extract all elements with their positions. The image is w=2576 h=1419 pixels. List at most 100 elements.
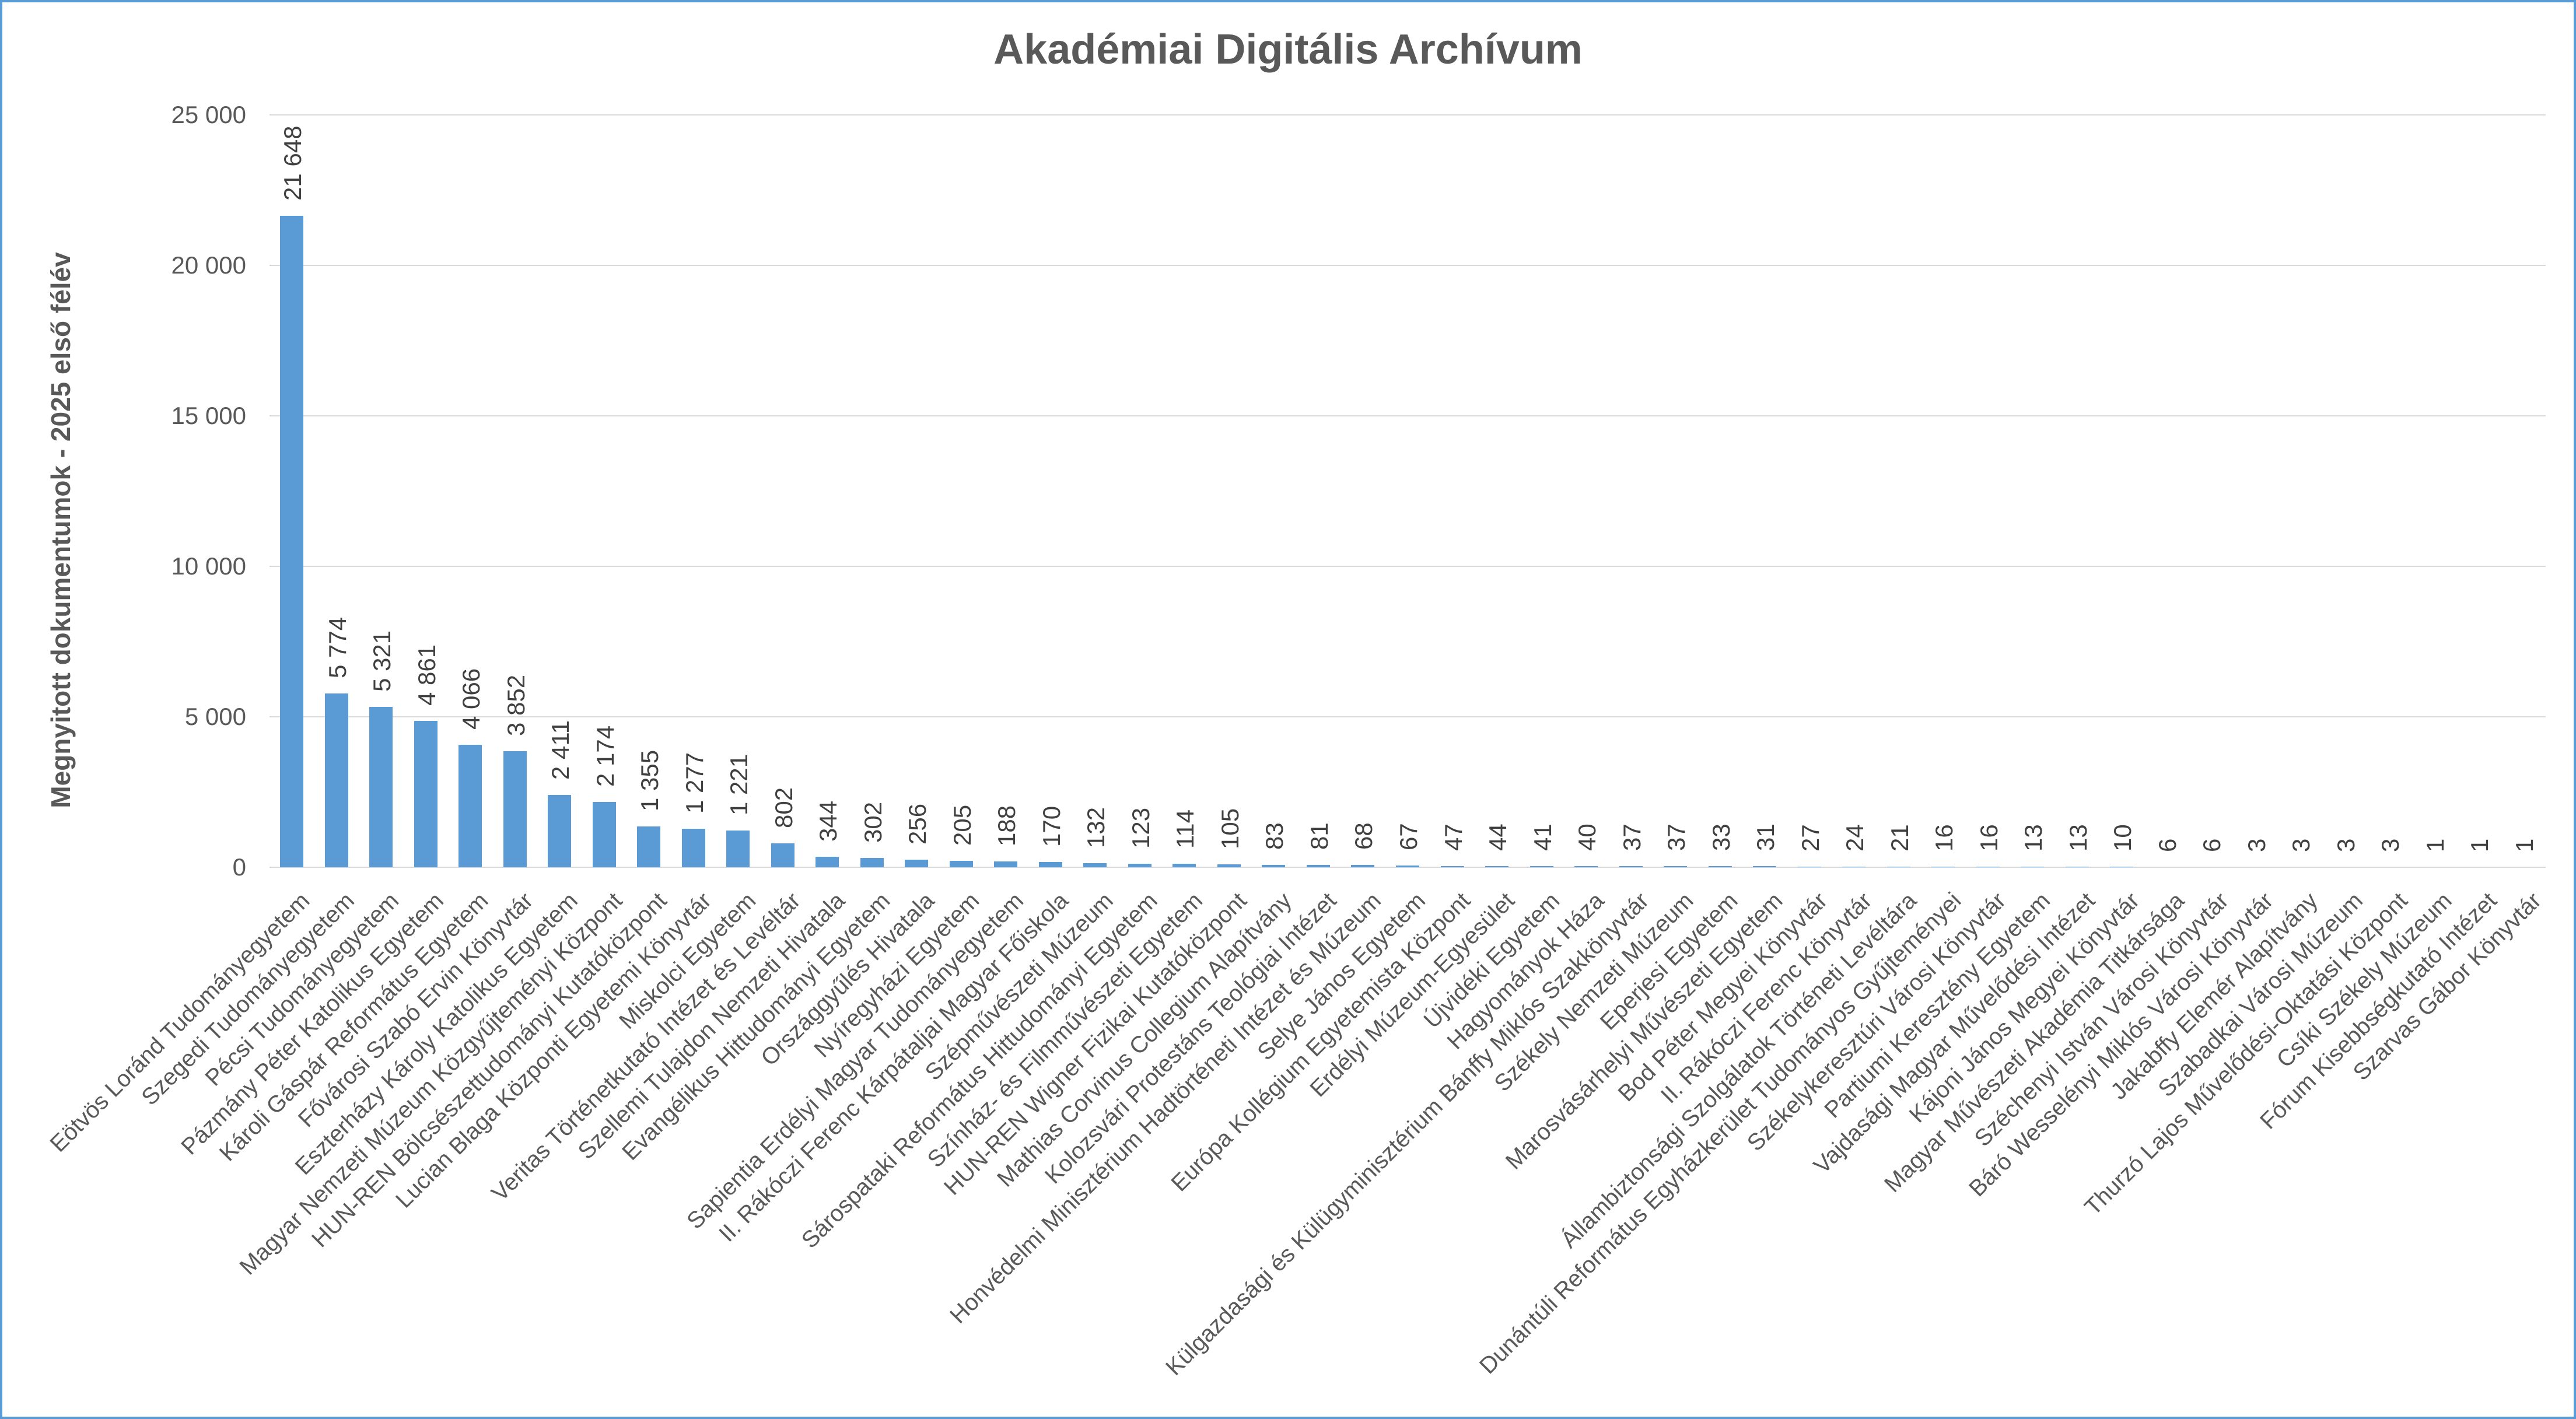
bar-value-label: 170 — [1038, 805, 1065, 847]
bar-value-label: 13 — [2064, 824, 2092, 852]
bar — [1753, 866, 1776, 867]
bar — [1039, 862, 1062, 867]
bar — [1396, 866, 1419, 867]
bar-value-label: 67 — [1395, 823, 1422, 850]
bar — [1217, 864, 1241, 867]
bar-value-label: 44 — [1484, 824, 1511, 851]
bar-value-label: 16 — [1930, 824, 1958, 852]
bar — [593, 802, 616, 867]
bar-value-label: 47 — [1440, 824, 1467, 851]
bar — [1441, 866, 1464, 867]
bar-value-label: 37 — [1662, 824, 1690, 851]
bar-value-label: 24 — [1841, 824, 1868, 852]
bar — [503, 751, 527, 867]
bar — [1172, 864, 1196, 867]
y-tick-label: 10 000 — [171, 552, 246, 580]
bar — [414, 721, 438, 867]
bar-value-label: 1 — [2466, 838, 2493, 852]
bar — [950, 861, 973, 867]
bar-value-label: 81 — [1306, 822, 1333, 850]
gridline — [270, 265, 2546, 266]
bar — [1619, 866, 1643, 867]
bar — [1128, 864, 1152, 867]
bar-value-label: 1 221 — [725, 754, 752, 815]
bar-value-label: 27 — [1797, 824, 1824, 852]
bar-value-label: 123 — [1127, 807, 1154, 849]
bar — [771, 843, 794, 867]
bar — [1709, 866, 1732, 867]
bar — [325, 693, 348, 867]
y-tick-label: 20 000 — [171, 251, 246, 279]
bar-value-label: 5 321 — [368, 630, 396, 692]
bar-value-label: 188 — [993, 805, 1020, 846]
y-tick-label: 5 000 — [184, 703, 246, 730]
bar-value-label: 802 — [770, 787, 797, 828]
bar-value-label: 13 — [2020, 824, 2047, 852]
bar-value-label: 3 852 — [502, 674, 530, 736]
bar-value-label: 41 — [1529, 824, 1556, 851]
bar-value-label: 4 861 — [413, 644, 440, 706]
bar-value-label: 37 — [1618, 824, 1646, 851]
bar-value-label: 344 — [814, 800, 842, 842]
bar — [1574, 866, 1598, 867]
bar-value-label: 6 — [2198, 838, 2225, 852]
y-tick-label: 0 — [232, 853, 246, 881]
bar — [1262, 865, 1285, 867]
bar-value-label: 1 — [2511, 838, 2538, 852]
gridline — [270, 867, 2546, 868]
bar-value-label: 3 — [2243, 838, 2270, 852]
bar — [816, 857, 839, 867]
bar-value-label: 105 — [1216, 808, 1244, 849]
bar-value-label: 10 — [2109, 824, 2136, 852]
bar — [459, 745, 482, 867]
bar-value-label: 302 — [859, 801, 887, 843]
bar-value-label: 31 — [1752, 824, 1779, 851]
bar — [726, 831, 750, 867]
bar-value-label: 16 — [1975, 824, 2003, 852]
bar-value-label: 3 — [2376, 838, 2404, 852]
gridline — [270, 114, 2546, 115]
bar-value-label: 132 — [1082, 807, 1110, 848]
bar-value-label: 40 — [1573, 824, 1601, 851]
bar — [548, 795, 571, 867]
bar-value-label: 1 277 — [681, 752, 708, 814]
bar — [860, 858, 884, 867]
bar-value-label: 3 — [2287, 838, 2315, 852]
bar — [1307, 865, 1330, 867]
bar-value-label: 256 — [904, 803, 931, 845]
bar-value-label: 5 774 — [324, 616, 351, 678]
bar-value-label: 1 355 — [636, 749, 663, 811]
bar — [1530, 866, 1553, 867]
bar — [1351, 865, 1374, 867]
bar — [1664, 866, 1687, 867]
bar-value-label: 83 — [1261, 822, 1288, 850]
bar-value-label: 33 — [1707, 824, 1735, 851]
gridline — [270, 716, 2546, 717]
y-tick-label: 15 000 — [171, 402, 246, 429]
bar — [682, 829, 705, 867]
bar — [637, 826, 660, 867]
bar-value-label: 21 — [1886, 824, 1913, 852]
bar-value-label: 68 — [1350, 822, 1377, 850]
bar — [1083, 863, 1107, 867]
bar-value-label: 21 648 — [279, 125, 306, 201]
bar — [280, 216, 303, 867]
bar — [1485, 866, 1508, 867]
bar-value-label: 3 — [2332, 838, 2360, 852]
bar-value-label: 6 — [2154, 838, 2181, 852]
bar-value-label: 205 — [949, 804, 976, 846]
bar — [994, 861, 1017, 867]
bar-value-label: 114 — [1171, 810, 1199, 849]
y-tick-label: 25 000 — [171, 101, 246, 128]
bar-value-label: 1 — [2421, 838, 2449, 852]
bar — [369, 707, 393, 867]
bar-value-label: 2 174 — [592, 725, 619, 787]
chart-title: Akadémiai Digitális Archívum — [993, 26, 1583, 73]
gridline — [270, 415, 2546, 416]
bar — [905, 860, 928, 867]
gridline — [270, 566, 2546, 567]
bar-value-label: 2 411 — [547, 720, 574, 780]
bar-value-label: 4 066 — [457, 668, 485, 730]
